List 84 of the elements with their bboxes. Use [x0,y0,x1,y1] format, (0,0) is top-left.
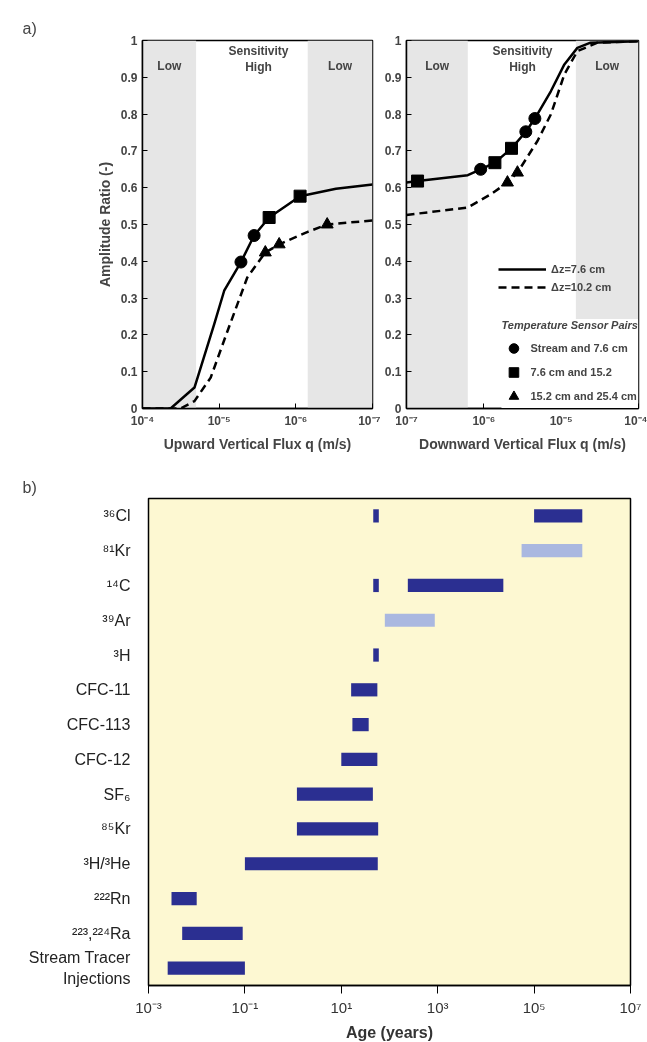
y-tick-label: 0.9 [120,70,138,85]
y-tick-label: ³H [113,646,131,664]
y-tick-label: CFC-11 [75,681,131,699]
y-tick-label: CFC-12 [74,750,131,768]
bar [352,718,369,732]
y-tick-label: ²²³,²²⁴Ra [72,924,131,942]
legend-label: 15.2 cm and 25.4 cm [530,389,637,404]
y-tick-label: ¹⁴C [106,576,131,594]
bar [296,822,379,836]
bar [384,613,435,627]
y-tick-label: 0.4 [120,254,138,269]
bar [521,544,583,558]
y-tick-label: 0.8 [384,107,402,122]
y-tick-label: ³⁹Ar [102,611,132,629]
x-tick-label: 10⁻⁶ [472,413,496,428]
y-tick-label: 0 [394,402,402,416]
y-tick-label: 0.2 [120,328,138,343]
y-tick-label: 0.1 [384,365,402,380]
chart-title: a) [22,19,37,37]
annotation: Sensitivity High [228,43,289,75]
x-tick-label: 10⁻³ [135,998,162,1016]
x-tick-label: 10⁵ [522,998,546,1016]
chart-title: b) [22,478,37,496]
y-tick-label: 0.5 [384,218,402,232]
y-tick-label: 1 [394,34,402,48]
x-tick-label: 10⁻⁵ [549,413,573,428]
y-tick-label: CFC-113 [66,716,131,734]
y-tick-label: 0.4 [384,254,402,269]
bar [534,509,583,523]
x-tick-label: 10⁻¹ [231,998,259,1016]
legend-label: Δz=10.2 cm [551,280,612,295]
bar [182,926,243,940]
y-tick-label: 0.7 [384,144,402,159]
x-tick-label: 10¹ [330,998,353,1016]
x-tick-label: 10⁻⁶ [284,413,308,428]
band-label: Low [157,58,182,73]
y-tick-label: ³⁶Cl [103,507,131,525]
legend-label: 7.6 cm and 15.2 [530,365,612,380]
y-tick-label: 0.5 [120,218,138,232]
x-tick-label: 10⁻⁷ [395,413,418,428]
legend-label: Δz=7.6 cm [551,262,606,277]
y-tick-label: 0 [130,402,138,416]
y-tick-label: 1 [130,34,138,48]
band-label: Low [328,58,353,73]
y-tick-label: 0.6 [120,181,138,196]
bar [351,683,378,697]
bar [171,891,197,906]
x-tick-label: 10⁻⁴ [624,413,647,428]
y-tick-label: ³H/³He [83,855,131,873]
y-tick-label: 0.1 [120,365,138,380]
x-axis-title: Upward Vertical Flux q (m/s) [163,435,352,452]
y-tick-label: 0.2 [384,328,402,343]
y-tick-label: ⁸⁵Kr [101,820,132,838]
x-tick-label: 10⁻⁴ [130,413,155,428]
y-tick-label: SF₆ [103,785,131,803]
y-tick-label: 0.3 [384,291,402,306]
y-tick-label: 0.3 [120,291,138,306]
x-tick-label: 10³ [426,998,449,1016]
x-tick-label: 10⁻⁷ [358,413,381,428]
x-axis-title: Downward Vertical Flux q (m/s) [419,435,626,452]
bar [244,857,378,871]
annotation: Sensitivity High [492,43,553,75]
band-label: Low [425,58,450,73]
bar [341,752,378,766]
bar [407,578,504,593]
y-tick-label: ²²²Rn [94,890,131,908]
y-tick-label: 0.6 [384,181,402,196]
y-tick-label: 0.9 [384,70,402,85]
legend-title: Temperature Sensor Pairs [501,319,638,331]
bar [167,961,245,975]
x-axis-title: Age (years) [345,1023,434,1041]
x-tick-label: 10⁻⁵ [207,413,231,428]
bar [373,648,379,662]
bar [373,509,379,523]
band-label: Low [595,58,620,73]
bar [373,578,379,593]
y-tick-label: Stream Tracer Injections [28,949,131,987]
y-tick-label: 0.8 [120,107,138,122]
y-axis-title: Amplitude Ratio (-) [96,161,113,288]
bar [296,787,373,801]
y-tick-label: 0.7 [120,144,138,159]
legend-label: Stream and 7.6 cm [530,341,628,356]
x-tick-label: 10⁷ [619,998,642,1016]
y-tick-label: ⁸¹Kr [102,542,132,560]
